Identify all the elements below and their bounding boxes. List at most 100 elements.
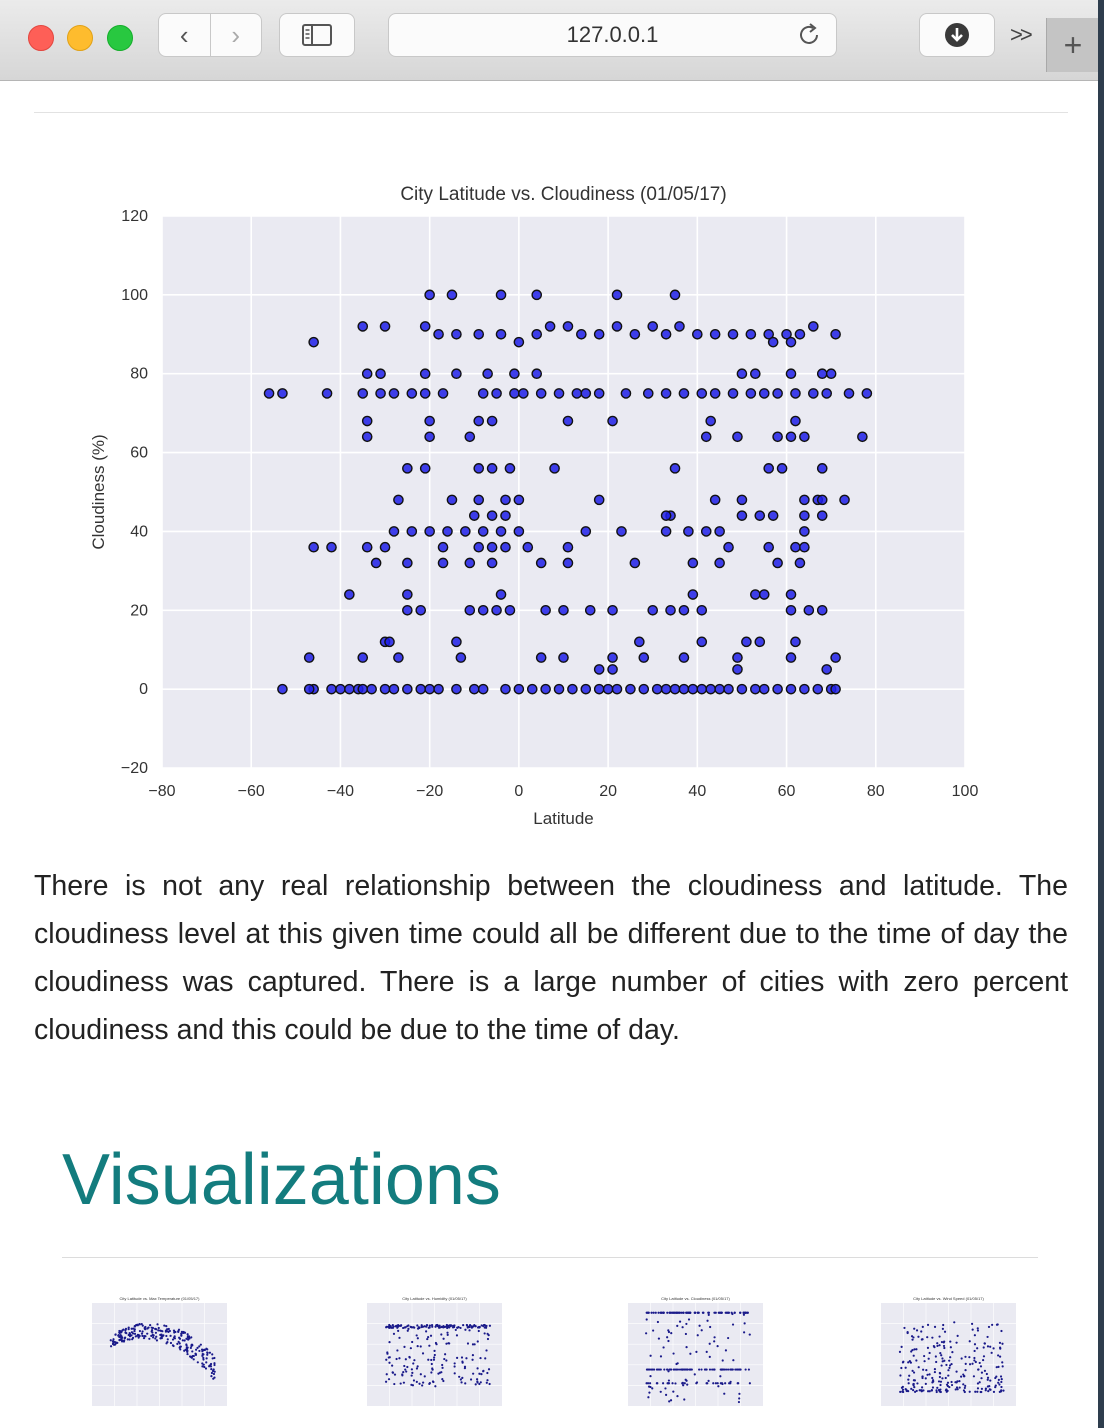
thumbnail-temperature[interactable]: City Latitude vs. Max Temperature (01/05… xyxy=(92,1296,227,1406)
thumbnail-point xyxy=(924,1382,927,1385)
thumbnail-point xyxy=(695,1382,698,1385)
thumbnail-point xyxy=(159,1329,163,1332)
data-point xyxy=(464,604,476,616)
reload-icon[interactable] xyxy=(796,22,822,48)
data-point xyxy=(473,541,485,553)
thumbnail-point xyxy=(912,1371,916,1374)
thumbnail-point xyxy=(407,1327,410,1330)
thumbnail-point xyxy=(676,1324,679,1327)
data-point xyxy=(580,526,592,537)
thumbnail-point xyxy=(685,1311,688,1314)
thumbnail-point xyxy=(711,1368,714,1371)
thumbnail-point xyxy=(192,1358,195,1361)
data-point xyxy=(308,541,319,553)
data-point xyxy=(785,431,797,443)
thumbnail-point xyxy=(662,1346,665,1349)
thumbnail-point xyxy=(737,1400,741,1404)
new-tab-button[interactable]: + xyxy=(1046,18,1098,72)
thumbnail-point xyxy=(485,1381,488,1384)
thumbnail-point xyxy=(962,1375,966,1378)
thumbnail-point xyxy=(187,1338,190,1341)
thumbnail-point xyxy=(669,1368,672,1371)
downloads-button[interactable] xyxy=(919,13,995,57)
thumbnail-point xyxy=(937,1380,941,1383)
more-toolbar-items-button[interactable]: >> xyxy=(1010,22,1033,47)
data-point xyxy=(486,463,498,474)
thumbnail-point xyxy=(906,1331,909,1334)
thumbnail-point xyxy=(701,1311,705,1314)
address-bar[interactable]: 127.0.0.1 xyxy=(388,13,837,57)
thumbnail-point xyxy=(130,1327,133,1330)
thumbnail-point xyxy=(178,1342,181,1345)
thumbnail-point xyxy=(472,1372,475,1375)
data-point xyxy=(816,510,828,521)
thumbnail-point xyxy=(985,1372,988,1376)
data-point xyxy=(406,526,418,537)
data-point xyxy=(326,541,337,553)
thumbnail-point xyxy=(445,1342,448,1345)
data-point xyxy=(357,683,369,695)
thumbnail-point xyxy=(712,1368,715,1371)
data-point xyxy=(303,683,315,695)
thumbnail-point xyxy=(962,1383,965,1386)
thumbnail-point xyxy=(430,1362,433,1366)
data-point xyxy=(785,336,797,348)
thumbnail-point xyxy=(443,1357,446,1361)
thumbnail-point xyxy=(956,1388,959,1391)
close-window-button[interactable] xyxy=(28,25,54,51)
thumbnail-title: City Latitude vs. Wind Speed (01/05/17) xyxy=(913,1296,984,1301)
thumbnail-point xyxy=(742,1311,745,1314)
thumbnail-point xyxy=(670,1332,673,1335)
thumbnail-point xyxy=(205,1357,208,1360)
data-point xyxy=(629,328,641,340)
thumbnail-point xyxy=(186,1336,190,1339)
data-point xyxy=(553,388,565,399)
thumbnail-title: City Latitude vs. Cloudiness (01/05/17) xyxy=(661,1296,730,1301)
thumbnail-point xyxy=(404,1326,407,1329)
data-point xyxy=(495,526,507,537)
thumbnail-point xyxy=(412,1326,415,1329)
thumbnail-point xyxy=(910,1387,913,1390)
minimize-window-button[interactable] xyxy=(67,25,93,51)
data-point xyxy=(808,388,819,399)
thumbnail-point xyxy=(132,1327,135,1330)
thumbnail-point xyxy=(154,1331,158,1334)
thumbnail-humidity[interactable]: City Latitude vs. Humidity (01/05/17) xyxy=(367,1296,502,1406)
thumbnail-point xyxy=(477,1329,480,1333)
thumbnail-point xyxy=(473,1343,476,1346)
thumbnail-point xyxy=(685,1322,688,1326)
thumbnail-wind[interactable]: City Latitude vs. Wind Speed (01/05/17) xyxy=(881,1296,1016,1406)
sidebar-icon xyxy=(302,24,332,46)
forward-button[interactable]: › xyxy=(231,20,241,50)
data-point xyxy=(687,683,699,695)
data-point xyxy=(799,541,810,553)
thumbnail-point xyxy=(960,1375,963,1378)
thumbnail-point xyxy=(112,1338,115,1341)
thumbnail-point xyxy=(913,1386,916,1389)
thumbnail-point xyxy=(186,1352,189,1356)
thumbnail-point xyxy=(976,1390,979,1393)
thumbnail-point xyxy=(156,1323,159,1326)
data-point xyxy=(531,368,543,380)
thumbnail-point xyxy=(939,1383,942,1387)
data-point xyxy=(741,636,752,648)
data-point xyxy=(678,683,690,695)
data-point xyxy=(696,683,708,695)
thumbnail-cloudiness[interactable]: City Latitude vs. Cloudiness (01/05/17) xyxy=(628,1296,763,1406)
data-point xyxy=(687,589,699,600)
data-point xyxy=(790,415,801,427)
thumbnail-point xyxy=(408,1355,411,1359)
thumbnail-point xyxy=(724,1368,728,1371)
thumbnail-point xyxy=(487,1368,491,1371)
thumbnail-point xyxy=(968,1356,971,1359)
thumbnail-point xyxy=(667,1329,670,1332)
thumbnail-point xyxy=(453,1362,456,1365)
data-point xyxy=(709,494,721,506)
sidebar-toggle-button[interactable] xyxy=(279,13,355,57)
data-point xyxy=(509,368,520,380)
thumbnail-point xyxy=(180,1330,184,1333)
zoom-window-button[interactable] xyxy=(107,25,133,51)
thumbnail-point xyxy=(397,1329,400,1332)
back-button[interactable]: ‹ xyxy=(159,14,211,56)
